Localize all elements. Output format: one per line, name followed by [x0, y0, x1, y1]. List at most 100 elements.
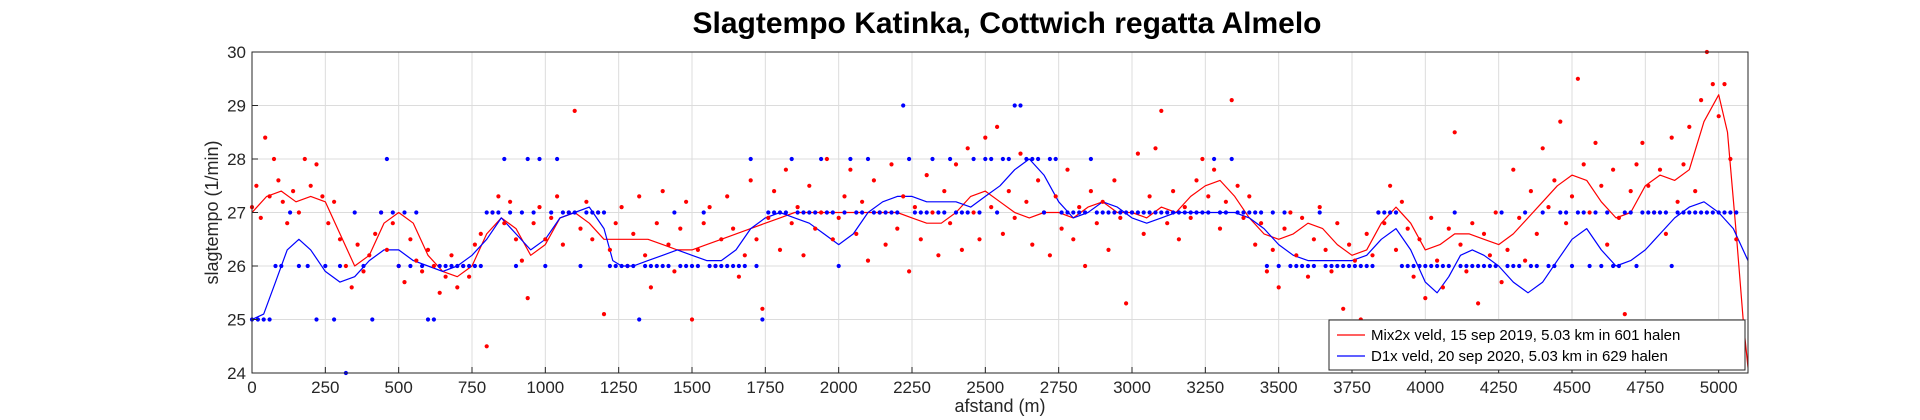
data-point-mix2x	[1012, 215, 1017, 220]
data-point-d1x	[314, 317, 319, 322]
data-point-mix2x	[672, 269, 677, 274]
data-point-mix2x	[1194, 178, 1199, 183]
data-point-mix2x	[965, 146, 970, 151]
x-tick-label: 1500	[673, 378, 711, 397]
data-point-mix2x	[549, 215, 554, 220]
data-point-mix2x	[942, 189, 947, 194]
data-point-d1x	[1282, 210, 1287, 215]
data-point-mix2x	[478, 231, 483, 236]
data-point-mix2x	[1370, 253, 1375, 258]
data-point-mix2x	[1435, 258, 1440, 263]
data-point-mix2x	[1458, 242, 1463, 247]
data-point-d1x	[995, 210, 1000, 215]
data-point-d1x	[1241, 210, 1246, 215]
data-point-mix2x	[643, 253, 648, 258]
data-point-d1x	[467, 263, 472, 269]
x-tick-label: 2000	[820, 378, 858, 397]
data-point-mix2x	[1534, 231, 1539, 236]
data-point-mix2x	[355, 242, 360, 247]
data-point-d1x	[971, 156, 976, 162]
data-point-d1x	[1018, 103, 1023, 108]
data-point-d1x	[1388, 210, 1393, 215]
data-point-d1x	[930, 156, 935, 162]
data-point-mix2x	[1030, 242, 1035, 247]
data-point-d1x	[678, 263, 683, 269]
data-point-d1x	[1229, 156, 1234, 162]
data-point-d1x	[1481, 263, 1487, 269]
data-point-mix2x	[807, 183, 812, 188]
data-point-mix2x	[1006, 189, 1011, 194]
data-point-d1x	[1006, 156, 1011, 162]
data-point-mix2x	[513, 237, 519, 242]
data-point-mix2x	[408, 237, 413, 242]
data-point-mix2x	[1523, 258, 1528, 263]
data-point-d1x	[748, 156, 753, 162]
data-point-d1x	[1564, 210, 1569, 215]
y-tick-label: 25	[227, 311, 246, 330]
data-point-mix2x	[276, 178, 281, 183]
data-point-d1x	[607, 263, 613, 269]
data-point-d1x	[1716, 210, 1721, 215]
data-point-d1x	[1622, 210, 1627, 215]
data-point-d1x	[1270, 210, 1275, 215]
data-point-mix2x	[402, 280, 407, 285]
data-point-d1x	[396, 263, 401, 269]
data-point-mix2x	[1036, 178, 1041, 183]
data-point-mix2x	[519, 258, 525, 263]
data-point-d1x	[572, 210, 577, 215]
data-point-d1x	[1587, 263, 1592, 269]
data-point-d1x	[977, 210, 982, 215]
data-point-d1x	[889, 210, 894, 215]
data-point-mix2x	[1259, 221, 1264, 226]
data-point-mix2x	[1722, 82, 1727, 87]
data-point-d1x	[1616, 263, 1621, 269]
data-point-d1x	[1470, 263, 1475, 269]
data-point-d1x	[689, 263, 695, 269]
data-point-d1x	[1540, 210, 1545, 215]
data-point-mix2x	[1176, 237, 1181, 242]
data-point-d1x	[637, 317, 642, 322]
data-point-d1x	[819, 156, 824, 162]
smooth-line-mix2x	[252, 94, 1748, 368]
data-point-mix2x	[989, 205, 994, 210]
data-point-d1x	[332, 317, 337, 322]
chart-title: Slagtempo Katinka, Cottwich regatta Alme…	[693, 7, 1322, 40]
data-point-d1x	[877, 210, 882, 215]
data-point-d1x	[854, 210, 859, 215]
data-point-mix2x	[349, 285, 354, 290]
data-point-d1x	[1047, 156, 1052, 162]
data-point-d1x	[437, 263, 442, 269]
data-point-mix2x	[373, 231, 378, 236]
data-point-d1x	[731, 263, 736, 269]
data-point-d1x	[813, 210, 818, 215]
data-point-d1x	[742, 263, 747, 269]
data-point-mix2x	[836, 215, 841, 220]
data-point-mix2x	[1347, 242, 1352, 247]
x-tick-label: 1000	[526, 378, 564, 397]
data-point-d1x	[1176, 210, 1181, 215]
data-point-mix2x	[719, 237, 724, 242]
data-point-mix2x	[1616, 215, 1621, 220]
data-point-d1x	[754, 263, 759, 269]
data-point-mix2x	[689, 317, 695, 322]
data-point-d1x	[414, 210, 419, 215]
data-point-mix2x	[291, 189, 296, 194]
data-point-d1x	[836, 263, 841, 269]
data-point-d1x	[1511, 263, 1516, 269]
data-point-d1x	[1129, 210, 1135, 215]
data-point-d1x	[1077, 210, 1082, 215]
data-point-mix2x	[1147, 194, 1152, 199]
data-point-d1x	[1036, 156, 1041, 162]
data-point-mix2x	[590, 237, 595, 242]
data-point-mix2x	[912, 205, 918, 210]
data-point-mix2x	[531, 221, 536, 226]
data-point-d1x	[1628, 210, 1633, 215]
data-point-mix2x	[660, 189, 665, 194]
data-point-mix2x	[578, 226, 583, 231]
data-point-d1x	[912, 210, 918, 215]
data-point-d1x	[449, 263, 454, 269]
data-point-d1x	[1347, 263, 1352, 269]
data-point-d1x	[1663, 210, 1668, 215]
data-point-mix2x	[648, 285, 654, 290]
data-point-d1x	[1352, 263, 1357, 269]
